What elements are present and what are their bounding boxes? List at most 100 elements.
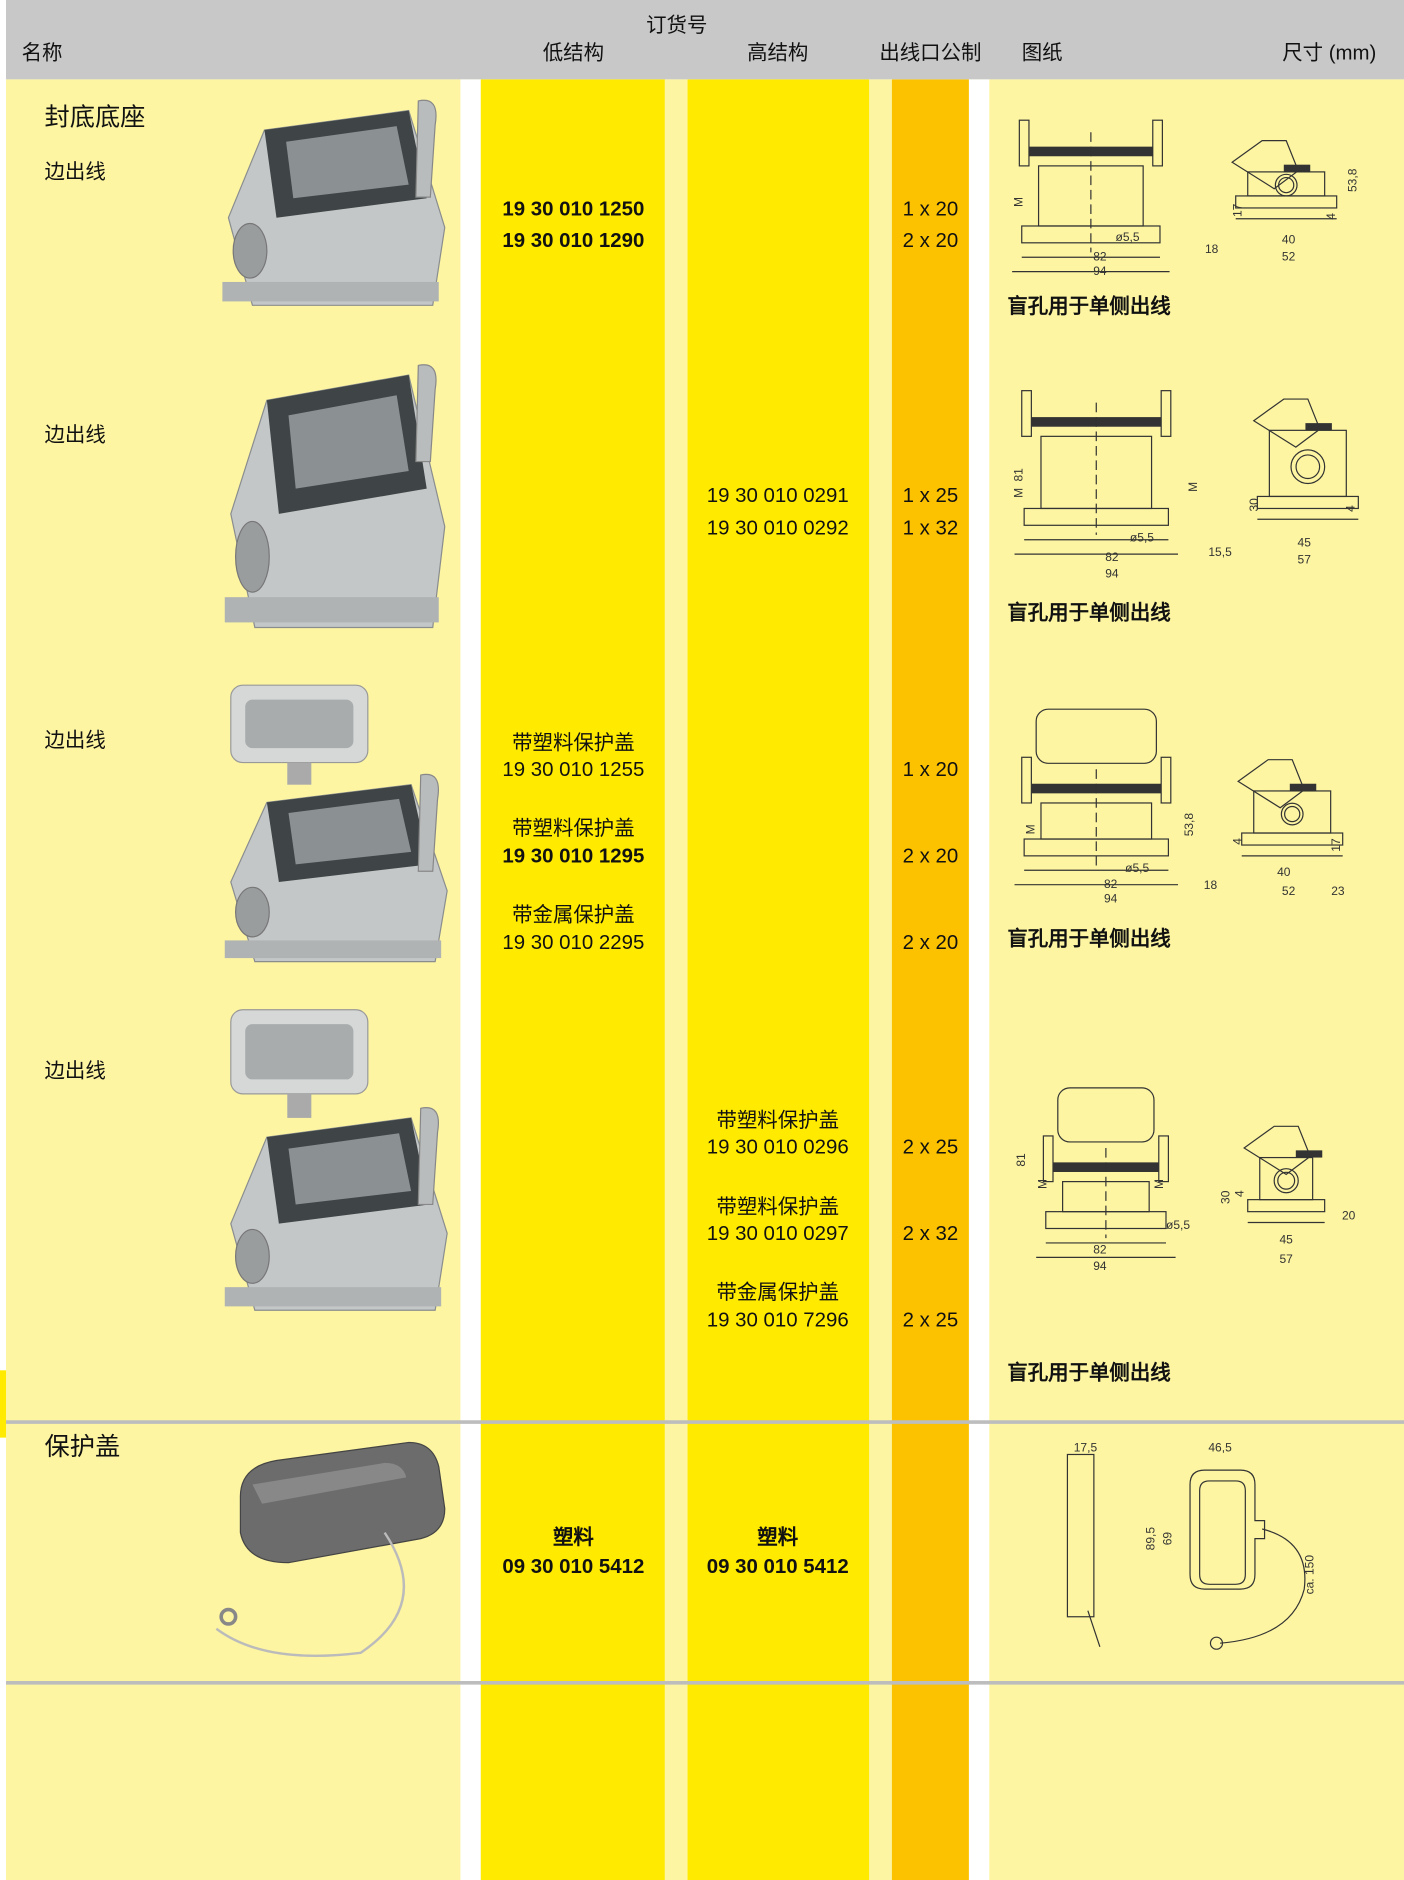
housing-opening	[288, 395, 409, 489]
high-order-text: 19 30 010 0292	[707, 517, 849, 539]
dimension-label: M	[1024, 824, 1038, 834]
dimension-label: 57	[1298, 552, 1312, 566]
cover-top	[252, 1462, 407, 1504]
hinge	[287, 762, 312, 785]
product-photo	[222, 99, 446, 306]
header-column: 图纸	[1022, 41, 1063, 64]
dimension-label: 15,5	[1208, 545, 1232, 559]
drawing-side	[1243, 1125, 1326, 1224]
dimension-label: 94	[1093, 264, 1107, 278]
dimension-label: 17,5	[1074, 1441, 1098, 1455]
outlet-text: 1 x 32	[903, 517, 959, 539]
cover-inner	[245, 699, 354, 749]
low-order-text: 19 30 010 1250	[502, 199, 644, 221]
flange	[1158, 1135, 1169, 1183]
cover-inner	[245, 1024, 354, 1080]
dimension-label: ø5,5	[1116, 230, 1140, 244]
dimension-label: 82	[1093, 249, 1107, 263]
high-order-text: 19 30 010 0291	[707, 485, 849, 507]
outline	[1247, 1199, 1326, 1213]
drawing-note: 盲孔用于单侧出线	[1007, 294, 1171, 318]
low-order-text: 塑料	[553, 1525, 594, 1549]
base-plate	[224, 940, 442, 959]
high-order-text: 塑料	[757, 1525, 798, 1549]
low-order-text: 19 30 010 1295	[502, 845, 644, 867]
product-photo	[215, 1441, 446, 1658]
dimension-label: 40	[1282, 233, 1296, 247]
header-column: 尺寸 (mm)	[1282, 41, 1376, 64]
dimension-label: 4	[1230, 838, 1244, 845]
item-name: 边出线	[44, 729, 105, 752]
dimension-label: 82	[1093, 1242, 1107, 1256]
base-plate	[224, 597, 439, 623]
outline	[1277, 1171, 1296, 1190]
base-plate	[224, 1287, 442, 1307]
column-gap	[460, 79, 481, 1880]
outline	[1273, 1168, 1299, 1194]
high-order-text: 带塑料保护盖	[716, 1109, 839, 1132]
product-photo	[224, 364, 446, 629]
dimension-label: M	[1012, 488, 1026, 498]
column-gap	[968, 79, 990, 1880]
dimension-label: 30	[1247, 498, 1261, 512]
column-gap	[664, 79, 688, 1880]
low-column	[480, 79, 665, 1880]
dimension-label: 17	[1329, 838, 1343, 852]
high-order-text: 带塑料保护盖	[716, 1195, 839, 1218]
item-name: 边出线	[44, 424, 105, 447]
header-column: 高结构	[747, 41, 808, 64]
dimension-label: 45	[1298, 535, 1312, 549]
outline	[1284, 805, 1301, 823]
product-photo	[224, 684, 448, 963]
header-column: 名称	[22, 41, 63, 64]
dimension-label: 40	[1277, 865, 1291, 879]
header-column: 出线口公制	[879, 41, 981, 64]
high-order-text: 09 30 010 5412	[707, 1556, 849, 1578]
low-order-text: 19 30 010 1290	[502, 230, 644, 252]
outlet-text: 2 x 32	[903, 1223, 959, 1245]
dimension-label: 17	[1230, 203, 1244, 217]
dimension-label: 94	[1093, 1259, 1107, 1273]
dimension-label: M	[1186, 482, 1200, 492]
dimension-label: M	[1036, 1179, 1050, 1189]
housing-opening	[288, 798, 412, 865]
outlet-text: 2 x 20	[903, 845, 959, 867]
gasket	[1289, 783, 1317, 791]
low-order-text: 19 30 010 1255	[502, 759, 644, 781]
chain-ring	[1209, 1636, 1224, 1650]
flange	[1152, 119, 1163, 167]
outline	[1235, 195, 1338, 209]
dimension-label: ca. 150	[1302, 1555, 1316, 1595]
dimension-label: 94	[1105, 567, 1119, 581]
section-title: 保护盖	[44, 1433, 120, 1461]
hinge	[287, 1093, 312, 1118]
drawing-front	[1036, 1087, 1176, 1258]
lever	[1231, 140, 1299, 190]
high-order-text: 19 30 010 0296	[707, 1136, 849, 1158]
housing-opening	[288, 1133, 412, 1205]
drawing-note: 盲孔用于单侧出线	[1007, 601, 1171, 625]
flange	[1021, 390, 1032, 437]
dimension-label: ø5,5	[1125, 861, 1149, 875]
drawing-front	[1014, 390, 1179, 555]
outline	[1035, 708, 1157, 764]
dimension-label: 18	[1205, 242, 1219, 256]
base-plate	[222, 281, 439, 302]
low-order-text: 带塑料保护盖	[512, 817, 635, 840]
outline	[1241, 832, 1344, 846]
cable-entry	[235, 1228, 270, 1284]
outlet-text: 2 x 25	[903, 1136, 959, 1158]
high-column	[687, 79, 870, 1880]
housing-opening	[286, 126, 409, 199]
outlet-column	[891, 79, 969, 1880]
drawing-front	[1014, 708, 1179, 886]
dimension-label: 4	[1233, 1190, 1247, 1197]
chain	[215, 1531, 406, 1658]
lever	[417, 773, 439, 872]
cable-entry	[232, 222, 268, 279]
dimension-label: 69	[1161, 1532, 1175, 1546]
dimension-label: 45	[1280, 1233, 1294, 1247]
outlet-text: 2 x 20	[903, 230, 959, 252]
